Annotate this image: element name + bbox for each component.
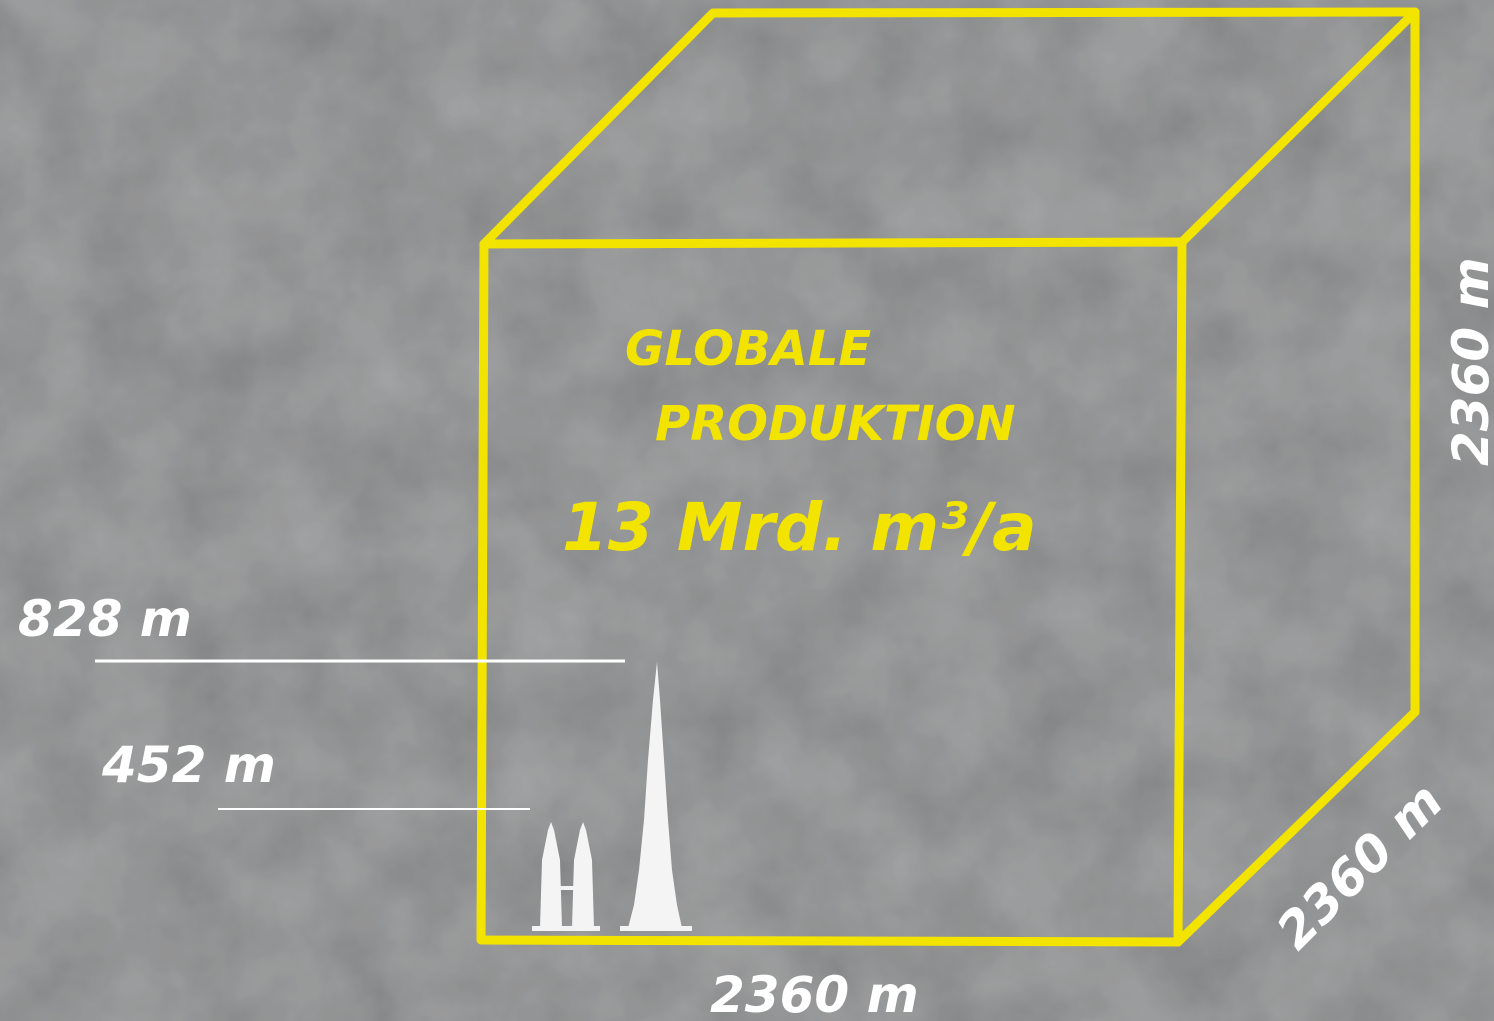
height-452-label: 452 m <box>101 736 276 794</box>
edge-front-label: 2360 m <box>710 966 919 1021</box>
title-line-1: GLOBALE <box>625 321 871 377</box>
height-828-label: 828 m <box>18 590 192 648</box>
title-line-2: PRODUKTION <box>655 396 1016 452</box>
cube-wireframe <box>476 7 1420 947</box>
volume-label: 13 Mrd. m³/a <box>562 489 1037 566</box>
cube-top-face <box>479 7 1420 249</box>
tall-tower-icon <box>620 662 692 931</box>
edge-height-label: 2360 m <box>1442 257 1494 466</box>
twin-towers-icon <box>532 822 600 931</box>
cube-right-edge <box>1173 7 1420 947</box>
